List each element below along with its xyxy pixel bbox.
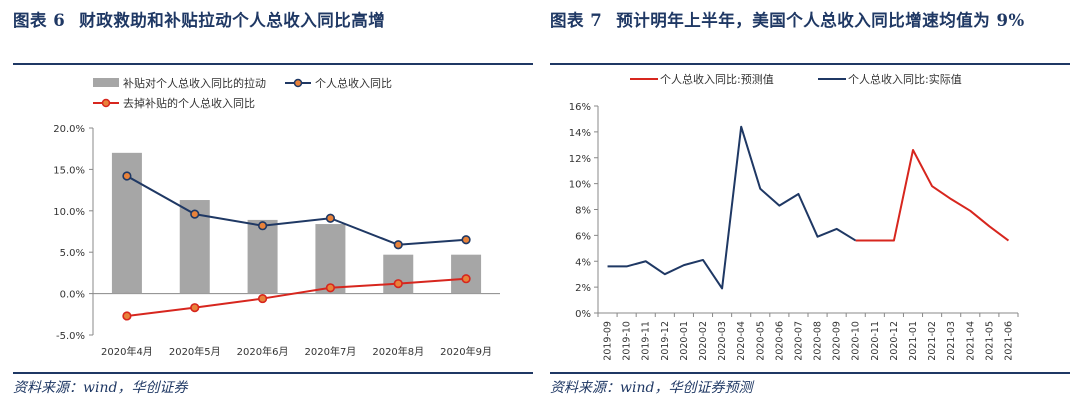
x-tick-label: 2020年6月 (237, 345, 289, 358)
point-ex-subsidy-3 (257, 293, 268, 304)
y-tick-label: 4% (575, 257, 591, 268)
point-income-5 (393, 240, 403, 250)
right-chart: 个人总收入同比:预测值 个人总收入同比:实际值 0% 2% 4% 6% 8% 10% 12% 14… (569, 72, 1019, 361)
left-figure-title-text: 财政救助和补贴拉动个人总收入同比高增 (79, 11, 386, 30)
right-figure-label: 图表 7 (550, 11, 603, 30)
left-title-rule (13, 63, 533, 65)
line-income (126, 175, 467, 246)
x-tick-label: 2020年8月 (372, 345, 424, 358)
y-tick-label: 0.0% (60, 290, 85, 301)
x-tick-label: 2020-04 (736, 321, 747, 361)
right-source: 资料来源：wind，华创证券预测 (550, 380, 753, 396)
x-tick-label: 2020年7月 (305, 345, 357, 358)
point-ex-subsidy-5 (393, 279, 403, 289)
x-tick-label: 2020-09 (832, 321, 843, 361)
x-tick-label: 2020-12 (889, 321, 900, 361)
x-tick-label: 2020年4月 (101, 345, 153, 358)
x-tick-label: 2019-10 (622, 321, 633, 361)
bar-subsidy-4 (315, 224, 346, 294)
x-tick-label: 2021-04 (965, 321, 976, 361)
x-tick-label: 2020-10 (851, 321, 862, 361)
line-forecast (855, 148, 1010, 242)
right-figure-title: 图表 7 预计明年上半年，美国个人总收入同比增速均值为 9% (550, 6, 1070, 35)
x-tick-label: 2019-09 (603, 321, 614, 361)
x-tick-label: 2020-02 (698, 321, 709, 361)
point-income-6 (461, 235, 471, 245)
x-tick-label: 2019-12 (660, 321, 671, 361)
x-tick-label: 2020-08 (813, 321, 824, 361)
line-actual (607, 125, 857, 290)
x-tick-label: 2020-11 (870, 321, 881, 361)
x-tick-label: 2020-05 (755, 321, 766, 361)
y-tick-label: 10% (569, 180, 591, 191)
x-tick-label: 2020年9月 (440, 345, 492, 358)
right-title-rule (550, 63, 1070, 65)
x-tick-label: 2021-03 (946, 321, 957, 361)
left-figure-title: 图表 6 财政救助和补贴拉动个人总收入同比高增 (13, 6, 533, 35)
y-tick-label: 12% (569, 154, 591, 165)
point-ex-subsidy-4 (325, 283, 336, 293)
legend-marker-income (293, 78, 303, 88)
right-figure-panel: 图表 7 预计明年上半年，美国个人总收入同比增速均值为 9% 个人总收入同比:预测… (550, 0, 1070, 409)
right-source-rule (550, 372, 1070, 374)
legend-marker-ex-subsidy (101, 98, 111, 108)
right-figure-title-text: 预计明年上半年，美国个人总收入同比增速均值为 9% (616, 11, 1025, 30)
left-source-rule (13, 372, 533, 374)
x-tick-label: 2020年5月 (169, 345, 221, 358)
point-ex-subsidy-1 (122, 311, 132, 321)
left-source: 资料来源：wind，华创证券 (13, 380, 188, 396)
legend-label-income: 个人总收入同比 (315, 76, 392, 90)
point-ex-subsidy-2 (190, 303, 200, 313)
x-tick-label: 2020-07 (793, 321, 804, 361)
y-tick-label: 20.0% (53, 124, 85, 135)
bar-subsidy-3 (247, 219, 278, 294)
point-income-4 (325, 213, 336, 223)
y-tick-label: 5.0% (60, 248, 85, 259)
y-tick-label: 8% (575, 206, 591, 217)
legend-label-ex-subsidy: 去掉补贴的个人总收入同比 (123, 96, 255, 110)
x-tick-label: 2020-06 (774, 321, 785, 361)
y-tick-label: 2% (575, 283, 591, 294)
y-tick-label: 10.0% (53, 207, 85, 218)
x-tick-label: 2021-06 (1003, 321, 1014, 361)
left-figure-label: 图表 6 (13, 11, 66, 30)
y-tick-label: 15.0% (53, 165, 85, 176)
y-tick-label: 0% (575, 309, 591, 320)
y-tick-label: 6% (575, 231, 591, 242)
point-ex-subsidy-6 (461, 274, 471, 284)
x-tick-label: 2021-02 (927, 321, 938, 361)
y-tick-label: 16% (569, 102, 591, 113)
x-tick-label: 2021-01 (908, 321, 919, 361)
x-tick-label: 2020-03 (717, 321, 728, 361)
point-income-1 (122, 171, 132, 181)
legend-swatch-subsidy-bar (93, 78, 119, 87)
x-tick-label: 2021-05 (984, 321, 995, 361)
x-tick-label: 2020-01 (679, 321, 690, 361)
legend-label-subsidy: 补贴对个人总收入同比的拉动 (123, 76, 266, 90)
y-tick-label: -5.0% (56, 331, 85, 342)
legend-label-forecast: 个人总收入同比:预测值 (660, 72, 774, 86)
legend-label-actual: 个人总收入同比:实际值 (848, 72, 962, 86)
line-ex-subsidy (126, 277, 467, 317)
x-tick-label: 2019-11 (641, 321, 652, 361)
y-tick-label: 14% (569, 128, 591, 139)
point-income-3 (257, 221, 268, 231)
left-figure-panel: 图表 6 财政救助和补贴拉动个人总收入同比高增 补贴对个人总收入同比的拉动 个人总收… (13, 0, 533, 409)
point-income-2 (190, 209, 200, 219)
